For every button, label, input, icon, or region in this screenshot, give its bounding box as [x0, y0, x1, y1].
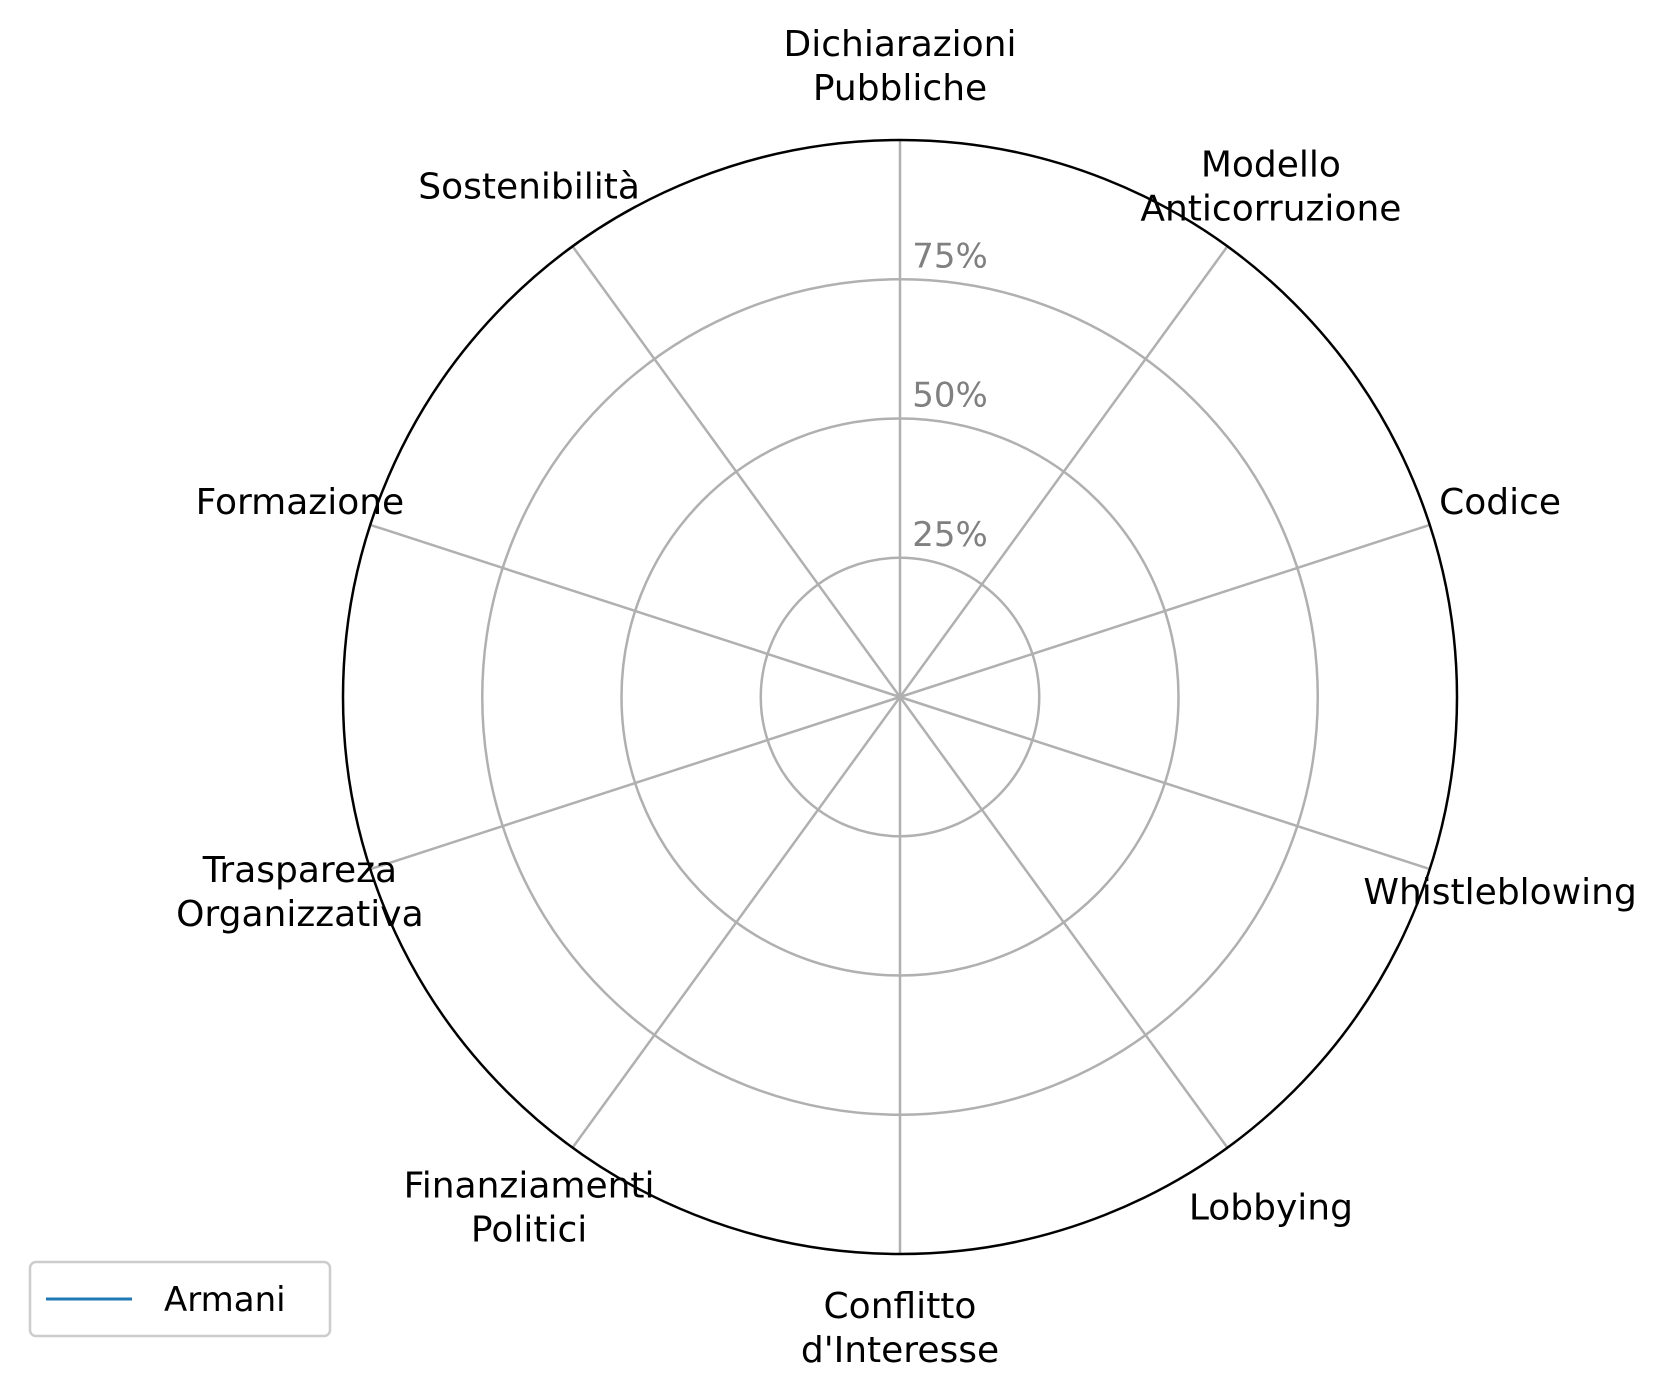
spoke-line	[369, 523, 901, 699]
category-label: Conflitto d'Interesse	[801, 1286, 999, 1371]
legend-frame	[28, 1260, 332, 1338]
rtick-label: 50%	[912, 376, 988, 416]
legend-label-armani: Armani	[164, 1280, 286, 1320]
spoke-line	[571, 245, 902, 698]
rtick-label: 75%	[912, 236, 988, 276]
outer-frame	[341, 138, 1459, 1256]
category-label: Whistleblowing	[1363, 872, 1636, 913]
spoke-line	[369, 695, 901, 871]
rtick-label: 25%	[912, 515, 988, 555]
category-label: Codice	[1439, 482, 1561, 523]
category-label: Traspareza Organizzativa	[176, 850, 424, 935]
category-label: Finanziamenti Politici	[404, 1165, 655, 1250]
spoke-line	[898, 245, 1229, 698]
category-label: Formazione	[196, 482, 405, 523]
category-label: Dichiarazioni Pubbliche	[784, 24, 1017, 109]
axis-labels-layer: Dichiarazioni Pubbliche Modello Anticorruzi…	[176, 24, 1637, 1371]
spoke-line	[899, 695, 1431, 871]
legend: Armani	[28, 1260, 332, 1338]
spoke-line	[571, 696, 902, 1149]
category-label: Sostenibilità	[418, 167, 640, 208]
spoke-line	[899, 523, 1431, 699]
category-label: Modello Anticorruzione	[1140, 145, 1401, 230]
grid-layer	[341, 138, 1459, 1256]
tick-labels-layer: 25% 50% 75%	[912, 236, 988, 555]
category-label: Lobbying	[1189, 1187, 1353, 1228]
spoke-line	[898, 696, 1229, 1149]
